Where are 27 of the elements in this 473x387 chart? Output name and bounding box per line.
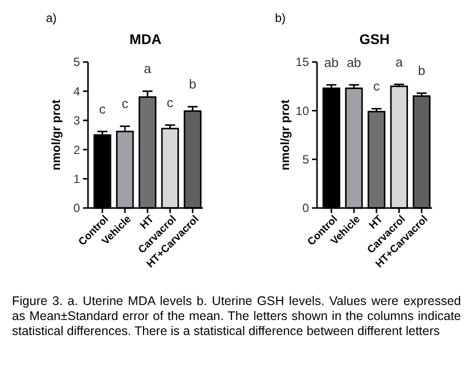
y-tick-label: 2 <box>73 142 80 157</box>
text: a) <box>46 11 57 25</box>
annotation: b <box>189 76 196 92</box>
y-tick-label: 15 <box>295 55 309 70</box>
annotation: c <box>99 101 106 116</box>
y-tick-label: 5 <box>73 55 80 70</box>
annotation: c <box>166 95 174 110</box>
y-axis-title: nmol/gr prot <box>278 100 292 170</box>
caption: Figure 3. a. Uterine MDA levels b. Uterine GSH levels. Values were expressed as Mean±Standard error of the mean. The letters shown in the columns indicate statistical differences. There is a statistical difference between different letters <box>11 294 462 339</box>
annotation: b <box>418 63 425 78</box>
text: b) <box>274 11 286 25</box>
annotation: a <box>394 54 403 70</box>
chart-title: GSH <box>358 31 390 47</box>
annotation: ab <box>324 54 338 70</box>
annotation: c <box>372 78 380 94</box>
y-axis-title: nmol/gr prot <box>49 100 63 170</box>
y-tick-label: 5 <box>302 152 309 167</box>
chart-title: MDA <box>130 31 162 47</box>
y-tick-label: 1 <box>73 172 80 186</box>
annotation: ab <box>346 54 361 70</box>
y-tick-label: 0 <box>302 201 309 216</box>
y-tick-label: 4 <box>73 84 80 98</box>
y-tick-label: 0 <box>73 201 80 216</box>
annotation: c <box>122 96 129 112</box>
y-tick-label: 10 <box>295 104 309 118</box>
annotation: a <box>144 61 152 76</box>
y-tick-label: 3 <box>73 114 80 128</box>
